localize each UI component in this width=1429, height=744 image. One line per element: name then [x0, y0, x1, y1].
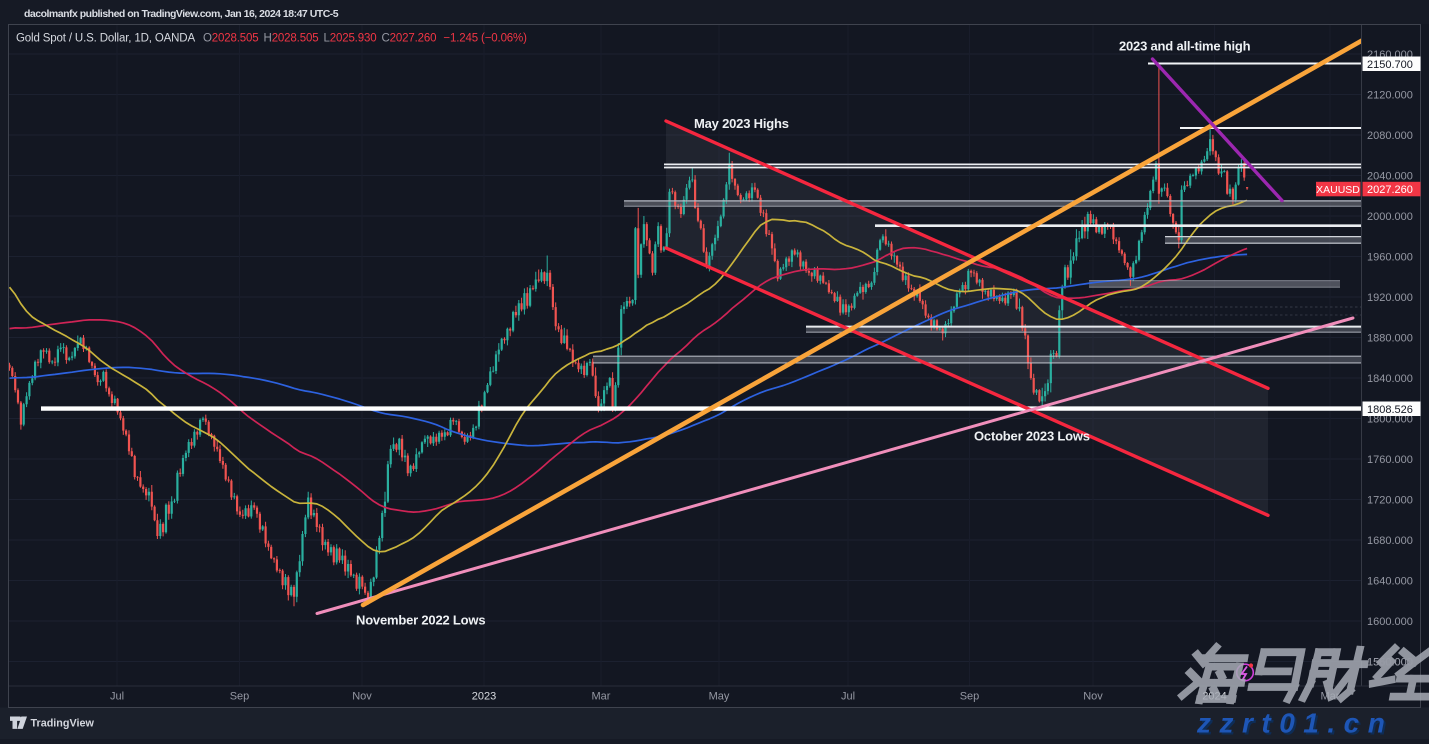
svg-text:2023: 2023: [472, 691, 496, 703]
svg-text:zzrt01.cn: zzrt01.cn: [1198, 710, 1395, 740]
svg-text:1600.000: 1600.000: [1367, 616, 1413, 628]
svg-text:November 2022 Lows: November 2022 Lows: [356, 613, 485, 628]
svg-text:dacolmanfx published on Tradin: dacolmanfx published on TradingView.com,…: [24, 8, 339, 20]
svg-text:1880.000: 1880.000: [1367, 332, 1413, 344]
svg-text:1680.000: 1680.000: [1367, 535, 1413, 547]
svg-text:2040.000: 2040.000: [1367, 170, 1413, 182]
svg-text:Mar: Mar: [592, 691, 611, 703]
svg-text:zzrt01.cn: zzrt01.cn: [1196, 708, 1393, 739]
svg-text:XAUUSD: XAUUSD: [1316, 184, 1360, 196]
svg-text:1720.000: 1720.000: [1367, 494, 1413, 506]
svg-text:2027.260: 2027.260: [1367, 184, 1413, 196]
svg-text:1640.000: 1640.000: [1367, 575, 1413, 587]
svg-text:Sep: Sep: [960, 691, 980, 703]
svg-text:1960.000: 1960.000: [1367, 251, 1413, 263]
svg-text:1800.000: 1800.000: [1367, 413, 1413, 425]
svg-text:Jul: Jul: [110, 691, 124, 703]
svg-text:May 2023 Highs: May 2023 Highs: [694, 116, 789, 131]
svg-text:1808.526: 1808.526: [1367, 404, 1413, 416]
svg-text:1560.000: 1560.000: [1367, 656, 1413, 668]
svg-text:Nov: Nov: [352, 691, 372, 703]
svg-text:2080.000: 2080.000: [1367, 130, 1413, 142]
svg-text:2000.000: 2000.000: [1367, 211, 1413, 223]
svg-text:May: May: [709, 691, 730, 703]
svg-text:Sep: Sep: [230, 691, 250, 703]
svg-text:1760.000: 1760.000: [1367, 454, 1413, 466]
svg-text:TradingView: TradingView: [31, 718, 95, 730]
svg-text:Gold Spot / U.S. Dollar, 1D, O: Gold Spot / U.S. Dollar, 1D, OANDA O2028.…: [16, 33, 527, 45]
svg-text:2120.000: 2120.000: [1367, 89, 1413, 101]
svg-text:2150.700: 2150.700: [1367, 59, 1413, 71]
svg-text:October 2023 Lows: October 2023 Lows: [974, 429, 1090, 444]
svg-text:2023 and all-time high: 2023 and all-time high: [1119, 39, 1251, 54]
svg-text:Nov: Nov: [1083, 691, 1103, 703]
svg-text:1840.000: 1840.000: [1367, 373, 1413, 385]
svg-text:Jul: Jul: [841, 691, 855, 703]
svg-text:1920.000: 1920.000: [1367, 292, 1413, 304]
